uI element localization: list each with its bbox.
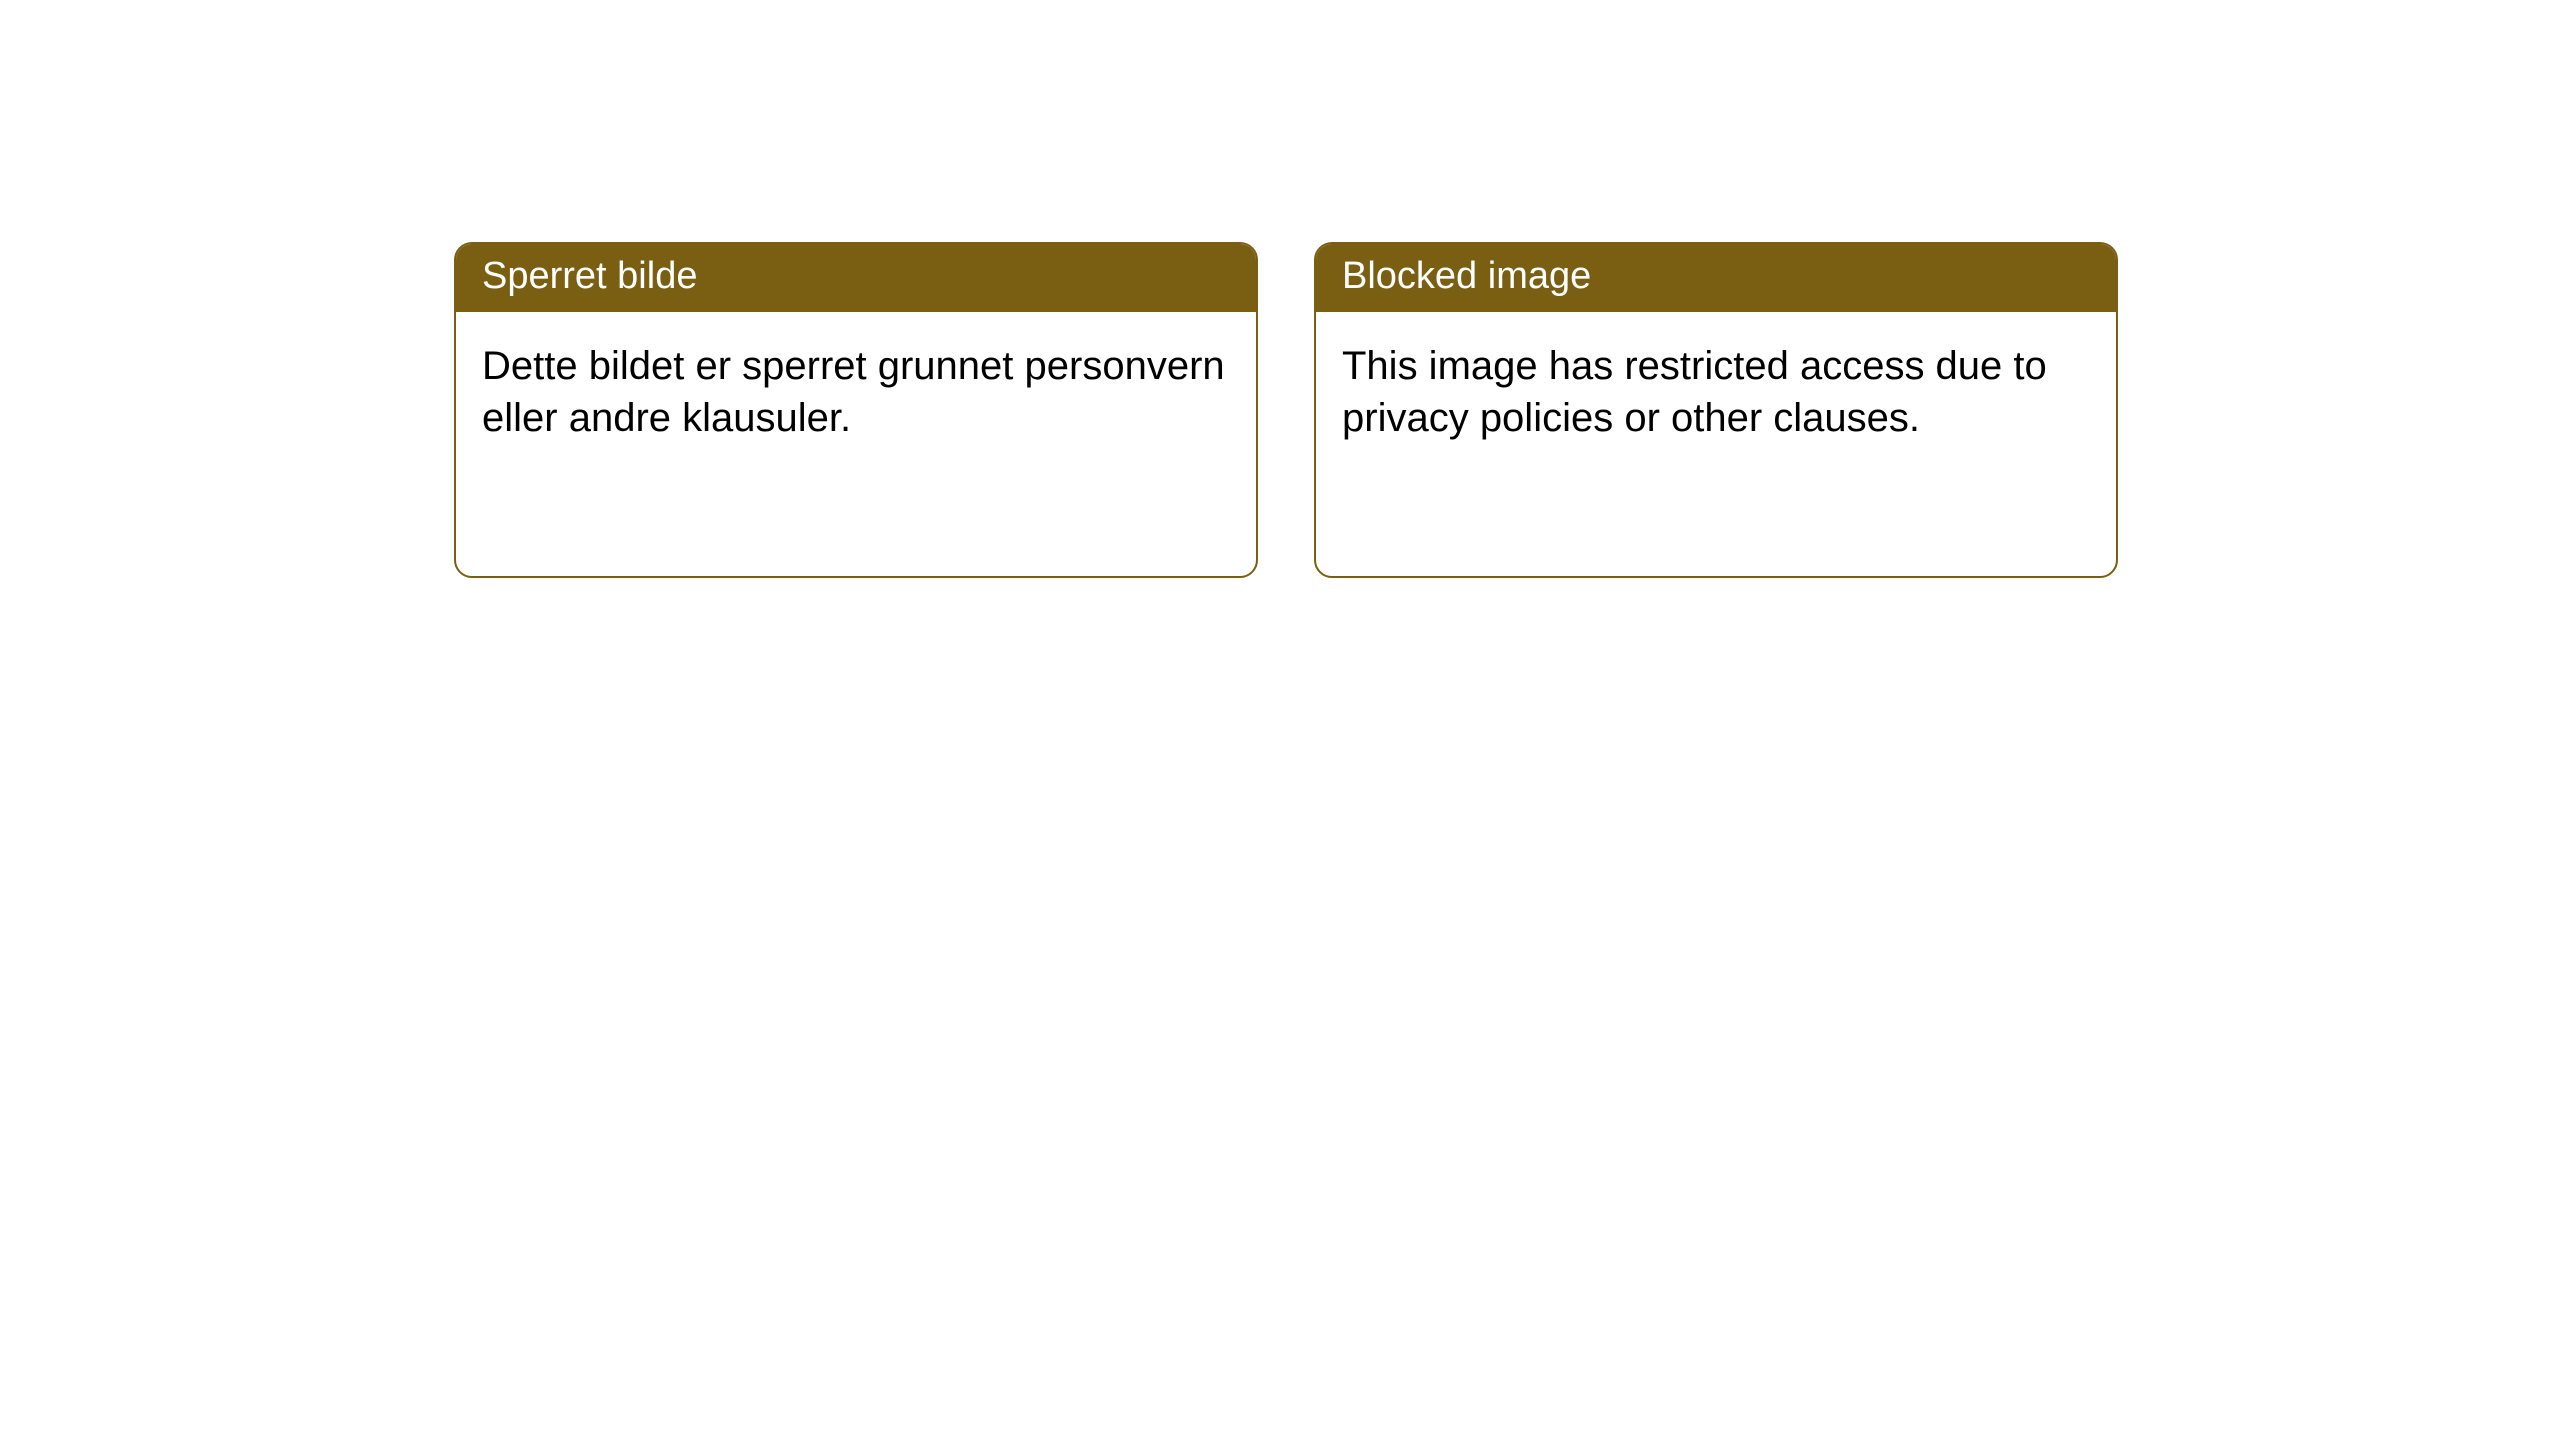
blocked-image-card-en: Blocked image This image has restricted …	[1314, 242, 2118, 578]
blocked-image-card-no: Sperret bilde Dette bildet er sperret gr…	[454, 242, 1258, 578]
card-title: Blocked image	[1316, 244, 2116, 312]
card-title: Sperret bilde	[456, 244, 1256, 312]
card-body: Dette bildet er sperret grunnet personve…	[456, 312, 1256, 472]
cards-container: Sperret bilde Dette bildet er sperret gr…	[0, 0, 2560, 578]
card-body: This image has restricted access due to …	[1316, 312, 2116, 472]
